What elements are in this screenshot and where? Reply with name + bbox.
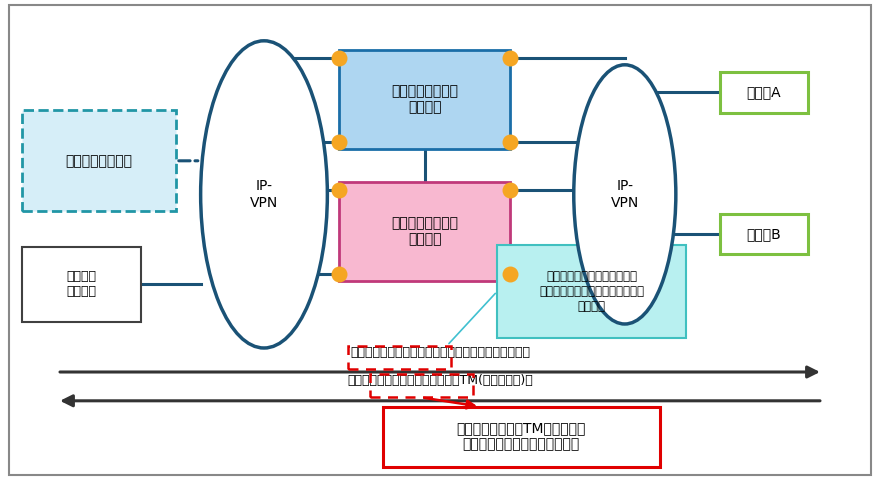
Bar [22,247,141,322]
Bar [22,110,176,211]
Bar [720,72,808,113]
Text: 制御情報を送信（需要抑制指令・レポート要求など）: 制御情報を送信（需要抑制指令・レポート要求など） [350,346,530,359]
Text: アグリB: アグリB [746,227,781,241]
Text: 簡易指令システム
（東京）: 簡易指令システム （東京） [391,84,458,115]
Point [332,54,346,61]
Bar [720,214,808,254]
Point [332,138,346,145]
Bar [497,245,686,338]
Point [503,54,517,61]
Text: 応動時間の短い電源は上り情
報の「種類･粒度･頻度」が異な
る想定。: 応動時間の短い電源は上り情 報の「種類･粒度･頻度」が異な る想定。 [539,270,644,313]
Bar [339,182,510,281]
Point [503,270,517,277]
Bar [383,407,660,467]
Text: IP-
VPN: IP- VPN [250,180,278,209]
Point [332,270,346,277]
Bar [348,346,451,369]
Point [503,186,517,193]
Ellipse shape [201,41,327,348]
Bar [370,374,473,397]
Bar [339,50,510,149]
Text: 制御情報（死活情報・応諾情報・TM(需要抑制量)）: 制御情報（死活情報・応諾情報・TM(需要抑制量)） [347,374,533,387]
Point [503,138,517,145]
Text: IP-
VPN: IP- VPN [611,180,639,209]
Point [332,186,346,193]
Text: 需給調整市場ではTM情報として
状態報告（応動実績等）が必要: 需給調整市場ではTM情報として 状態報告（応動実績等）が必要 [457,421,586,452]
Text: アグリA: アグリA [746,85,781,99]
Ellipse shape [574,65,676,324]
Text: 各社中給システム: 各社中給システム [65,154,133,168]
Text: 既設運用
拠点端末: 既設運用 拠点端末 [66,270,97,299]
Text: 簡易指令システム
（関西）: 簡易指令システム （関西） [391,216,458,247]
